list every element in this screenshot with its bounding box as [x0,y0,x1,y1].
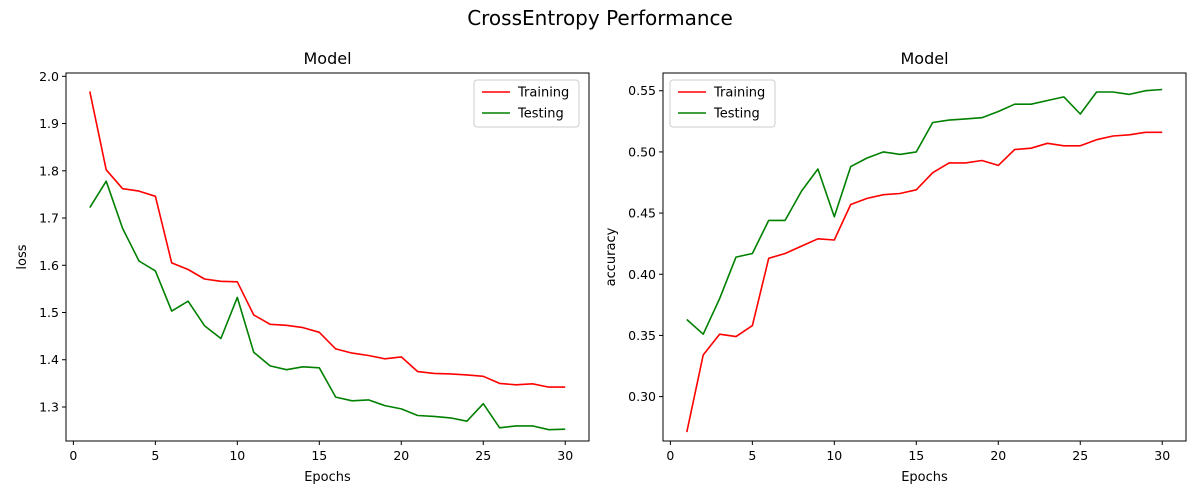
accuracy-y-tick-label: 0.50 [628,144,656,159]
loss-y-tick-label: 2.0 [39,69,59,84]
loss-subplot: Model 0 5 10 15 20 25 30 1.3 1.4 1.5 1.6 1.7 1.8 1.9 2.… [15,49,590,485]
loss-x-tick-label: 20 [393,448,409,463]
loss-x-axis-label: Epochs [304,470,351,485]
loss-y-tick-label: 1.8 [39,163,59,178]
loss-y-tick-label: 1.7 [39,211,59,226]
accuracy-x-tick-label: 5 [748,448,756,463]
loss-x-tick-label: 25 [475,448,491,463]
accuracy-y-axis-label: accuracy [604,227,619,286]
accuracy-plot-title: Model [900,49,948,68]
accuracy-legend-label-testing: Testing [713,107,760,122]
loss-x-tick-label: 15 [311,448,327,463]
loss-x-tick-label: 10 [229,448,245,463]
accuracy-x-axis-label: Epochs [901,470,948,485]
loss-plot-title: Model [303,49,351,68]
accuracy-legend: Training Testing [669,79,776,128]
accuracy-legend-label-training: Training [713,86,765,101]
loss-legend-label-testing: Testing [517,107,564,122]
loss-y-tick-label: 1.4 [39,352,59,367]
figure-suptitle: CrossEntropy Performance [467,6,733,30]
loss-axes-frame [65,72,590,442]
loss-training-line [89,91,566,388]
accuracy-x-tick-label: 30 [1154,448,1170,463]
loss-testing-line [89,180,566,431]
loss-y-axis-label: loss [15,244,30,269]
loss-x-tick-label: 0 [69,448,77,463]
loss-y-tick-label: 1.9 [39,116,59,131]
accuracy-axes-frame [662,72,1187,442]
accuracy-training-line [686,131,1163,433]
accuracy-y-tick-label: 0.40 [628,267,656,282]
loss-y-tick-label: 1.6 [39,258,59,273]
accuracy-y-tick-label: 0.30 [628,389,656,404]
loss-y-tick-label: 1.5 [39,305,59,320]
accuracy-x-tick-label: 25 [1072,448,1088,463]
loss-legend: Training Testing [473,79,580,128]
accuracy-x-tick-label: 10 [826,448,842,463]
loss-y-tick-label: 1.3 [39,399,59,414]
accuracy-testing-line [686,88,1163,336]
accuracy-y-tick-label: 0.45 [628,206,656,221]
accuracy-x-tick-label: 20 [990,448,1006,463]
loss-legend-label-training: Training [517,86,569,101]
loss-x-tick-label: 30 [557,448,573,463]
accuracy-y-tick-label: 0.55 [628,83,656,98]
accuracy-x-tick-label: 15 [908,448,924,463]
accuracy-y-tick-label: 0.35 [628,328,656,343]
accuracy-subplot: Model 0 5 10 15 20 25 30 0.30 0.35 0.40 0.45 0.50 0.5… [604,49,1187,485]
loss-x-tick-label: 5 [151,448,159,463]
accuracy-x-tick-label: 0 [666,448,674,463]
